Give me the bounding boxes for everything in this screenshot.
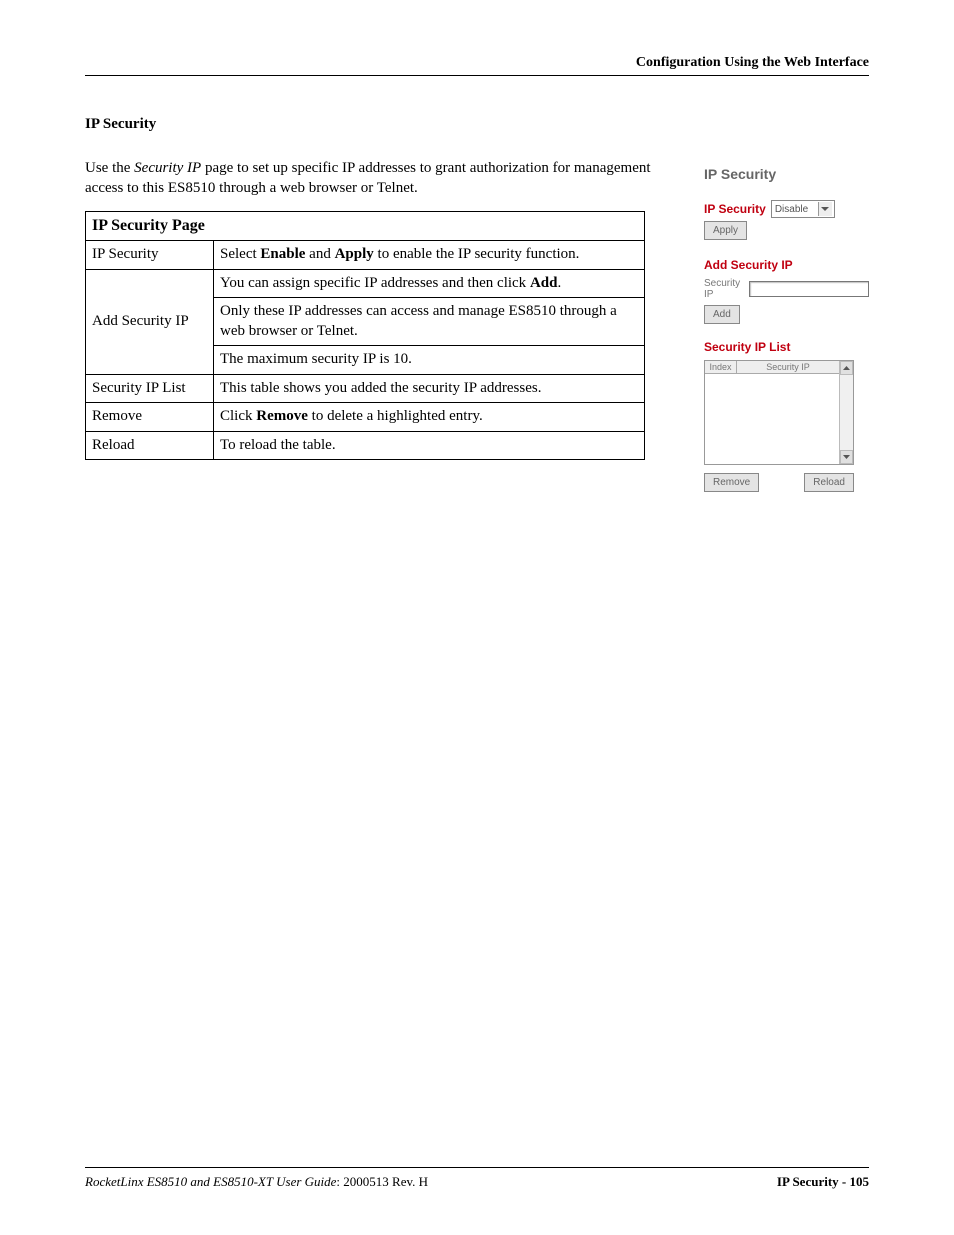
bold: Enable bbox=[260, 246, 305, 262]
col-security-ip: Security IP bbox=[737, 361, 839, 373]
text: and bbox=[305, 246, 334, 262]
add-security-ip-heading: Add Security IP bbox=[704, 258, 869, 272]
page-footer: RocketLinx ES8510 and ES8510-XT User Gui… bbox=[85, 1167, 869, 1190]
security-ip-input[interactable] bbox=[749, 281, 869, 297]
footer-rev: : 2000513 Rev. H bbox=[336, 1174, 428, 1189]
row-label: Add Security IP bbox=[86, 269, 214, 374]
footer-product: RocketLinx ES8510 and ES8510-XT User Gui… bbox=[85, 1174, 336, 1189]
text: to enable the IP security function. bbox=[374, 246, 580, 262]
table-row: Reload To reload the table. bbox=[86, 431, 645, 460]
security-ip-list-heading: Security IP List bbox=[704, 340, 869, 354]
ip-security-table: IP Security Page IP Security Select Enab… bbox=[85, 211, 645, 461]
col-index: Index bbox=[705, 361, 737, 373]
row-desc: The maximum security IP is 10. bbox=[214, 346, 645, 375]
row-desc: Click Remove to delete a highlighted ent… bbox=[214, 403, 645, 432]
row-desc: Only these IP addresses can access and m… bbox=[214, 298, 645, 346]
scroll-down-icon[interactable] bbox=[840, 450, 853, 464]
ip-security-panel: IP Security IP Security Disable Apply Ad… bbox=[704, 158, 869, 492]
intro-paragraph: Use the Security IP page to set up speci… bbox=[85, 158, 676, 199]
security-ip-list[interactable]: Index Security IP bbox=[704, 360, 854, 465]
row-desc: To reload the table. bbox=[214, 431, 645, 460]
row-desc: You can assign specific IP addresses and… bbox=[214, 269, 645, 298]
bold: Add bbox=[530, 275, 558, 291]
panel-title: IP Security bbox=[704, 166, 869, 182]
remove-button[interactable]: Remove bbox=[704, 473, 759, 492]
table-row: Remove Click Remove to delete a highligh… bbox=[86, 403, 645, 432]
table-caption: IP Security Page bbox=[86, 211, 645, 241]
scroll-up-icon[interactable] bbox=[840, 361, 853, 375]
add-button[interactable]: Add bbox=[704, 305, 740, 324]
page-header: Configuration Using the Web Interface bbox=[85, 55, 869, 76]
table-row: Add Security IP You can assign specific … bbox=[86, 269, 645, 298]
text: . bbox=[557, 275, 561, 291]
row-desc: Select Enable and Apply to enable the IP… bbox=[214, 241, 645, 270]
select-value: Disable bbox=[775, 204, 808, 215]
list-header: Index Security IP bbox=[705, 361, 839, 374]
row-desc: This table shows you added the security … bbox=[214, 374, 645, 403]
row-label: IP Security bbox=[86, 241, 214, 270]
chevron-down-icon bbox=[818, 202, 832, 216]
intro-italic: Security IP bbox=[134, 160, 201, 176]
bold: Remove bbox=[256, 408, 308, 424]
text: You can assign specific IP addresses and… bbox=[220, 275, 530, 291]
reload-button[interactable]: Reload bbox=[804, 473, 854, 492]
table-row: Security IP List This table shows you ad… bbox=[86, 374, 645, 403]
ip-security-select[interactable]: Disable bbox=[771, 200, 835, 218]
row-label: Remove bbox=[86, 403, 214, 432]
scrollbar[interactable] bbox=[839, 361, 853, 464]
table-row: IP Security Select Enable and Apply to e… bbox=[86, 241, 645, 270]
ip-security-label: IP Security bbox=[704, 202, 766, 216]
text: Click bbox=[220, 408, 256, 424]
text: Select bbox=[220, 246, 260, 262]
footer-page: IP Security - 105 bbox=[777, 1174, 869, 1190]
text: to delete a highlighted entry. bbox=[308, 408, 483, 424]
section-title: IP Security bbox=[85, 116, 869, 133]
row-label: Security IP List bbox=[86, 374, 214, 403]
intro-prefix: Use the bbox=[85, 160, 134, 176]
security-ip-label: Security IP bbox=[704, 278, 744, 300]
apply-button[interactable]: Apply bbox=[704, 221, 747, 240]
row-label: Reload bbox=[86, 431, 214, 460]
bold: Apply bbox=[335, 246, 374, 262]
